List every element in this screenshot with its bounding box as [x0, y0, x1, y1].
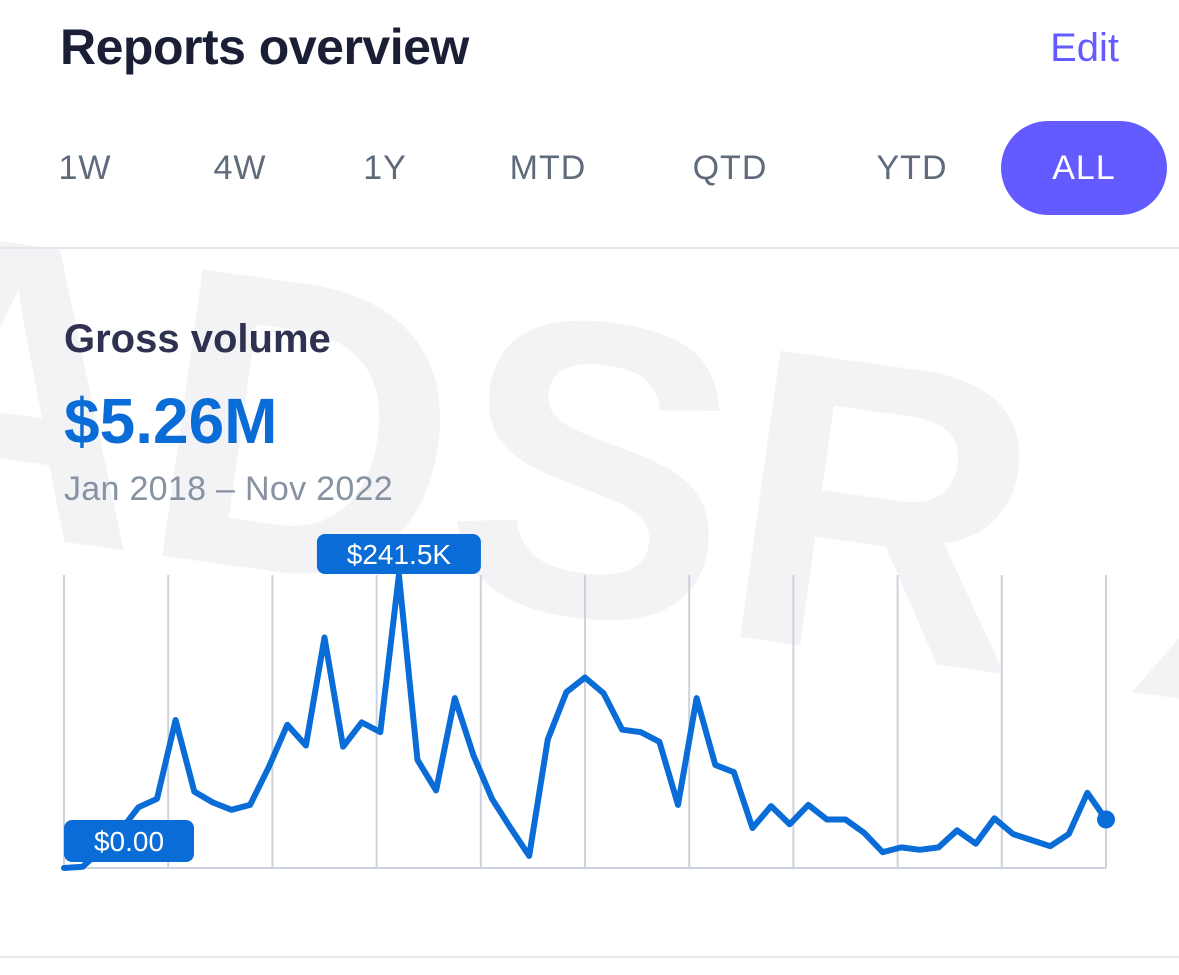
tab-mtd[interactable]: MTD — [509, 149, 587, 187]
tab-ytd[interactable]: YTD — [876, 149, 948, 187]
tab-1y[interactable]: 1Y — [363, 149, 407, 187]
divider-bottom — [0, 956, 1179, 958]
metric-label: Gross volume — [64, 317, 331, 361]
metric-value: $5.26M — [64, 385, 278, 457]
tab-4w[interactable]: 4W — [213, 149, 267, 187]
tab-qtd[interactable]: QTD — [692, 149, 768, 187]
chart-grid — [63, 575, 1107, 868]
series-line — [61, 572, 1109, 871]
max-value-label: $241.5K — [347, 539, 452, 570]
metric-date-range: Jan 2018 – Nov 2022 — [64, 470, 393, 508]
tab-all[interactable]: ALL — [1001, 121, 1167, 215]
edit-button[interactable]: Edit — [1050, 26, 1119, 70]
series-end-point[interactable] — [1097, 810, 1115, 829]
tab-1w[interactable]: 1W — [58, 149, 112, 187]
divider-top — [0, 247, 1179, 249]
range-tabs: 1W 4W 1Y MTD QTD YTD ALL — [0, 121, 1179, 215]
min-value-label: $0.00 — [94, 826, 164, 857]
min-value-badge: $0.00 — [64, 820, 194, 862]
header: Reports overview Edit — [0, 0, 1179, 100]
max-value-badge: $241.5K — [316, 534, 481, 574]
gross-volume-chart[interactable]: $241.5K $0.00 — [0, 520, 1179, 890]
page-title: Reports overview — [60, 19, 469, 75]
